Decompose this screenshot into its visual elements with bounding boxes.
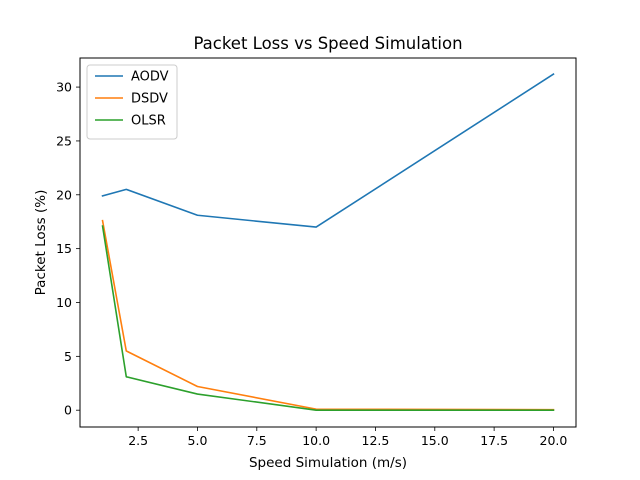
y-axis-label: Packet Loss (%) xyxy=(33,190,49,296)
x-tick-label: 12.5 xyxy=(362,433,390,448)
y-tick-label: 5 xyxy=(64,349,72,364)
series-line-dsdv xyxy=(101,219,555,411)
y-tick-label: 20 xyxy=(56,187,72,202)
x-tick-label: 2.5 xyxy=(128,433,148,448)
y-tick-label: 25 xyxy=(56,133,72,148)
y-tick-label: 10 xyxy=(56,295,72,310)
y-tick-label: 0 xyxy=(64,403,72,418)
legend-label: AODV xyxy=(131,70,169,85)
series-line-olsr xyxy=(101,225,555,412)
legend: AODV DSDV OLSR xyxy=(86,64,178,140)
series-line-aodv xyxy=(101,73,555,228)
x-tick-label: 20.0 xyxy=(540,433,568,448)
axes-frame xyxy=(79,57,577,428)
x-tick-label: 17.5 xyxy=(480,433,508,448)
x-tick-label: 15.0 xyxy=(421,433,449,448)
x-tick-label: 10.0 xyxy=(302,433,330,448)
x-axis-label: Speed Simulation (m/s) xyxy=(249,455,407,471)
y-axis: 0 5 10 15 20 25 30 xyxy=(56,80,80,418)
y-tick-label: 30 xyxy=(56,80,72,95)
plot-area xyxy=(101,73,555,412)
x-tick-label: 7.5 xyxy=(247,433,267,448)
chart-title: Packet Loss vs Speed Simulation xyxy=(193,34,462,53)
y-tick-label: 15 xyxy=(56,241,72,256)
x-axis: 2.5 5.0 7.5 10.0 12.5 15.0 17.5 20.0 xyxy=(128,427,567,448)
x-tick-label: 5.0 xyxy=(188,433,208,448)
legend-label: OLSR xyxy=(131,114,166,129)
legend-label: DSDV xyxy=(131,92,168,107)
